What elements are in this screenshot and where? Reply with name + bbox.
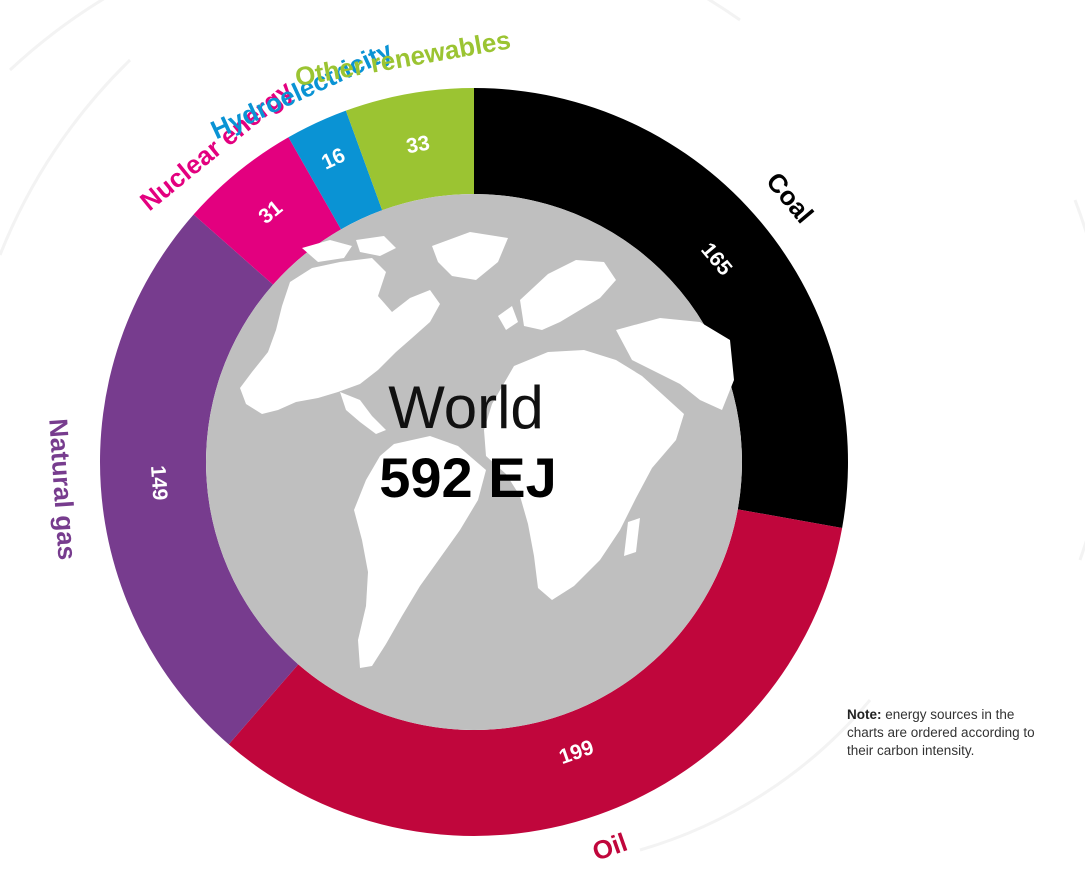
category-label-oil: Oil [588,827,631,867]
category-label-other-renewables: Other renewables [293,25,513,92]
note-text: energy sources in the charts are ordered… [847,707,1035,758]
value-label-other-renewables: 33 [404,132,431,159]
value-label-natural-gas: 149 [146,465,171,501]
donut-segment-hydroelectricity [288,110,383,230]
center-title: World [388,374,544,441]
donut-segment-natural-gas [100,214,299,745]
category-label-coal: Coal [760,166,819,228]
background-arcs [0,0,1085,852]
world-map-icon [240,232,734,668]
inland-seas [556,330,620,356]
donut-segment-oil [228,509,843,837]
chart-note: Note: energy sources in the charts are o… [847,706,1047,760]
globe [206,194,742,730]
donut-segment-other-renewables [345,88,474,211]
center-total: 592 EJ [379,446,557,509]
donut-segment-coal [474,88,849,529]
note-label: Note: [847,707,882,722]
category-label-natural-gas: Natural gas [43,418,82,561]
